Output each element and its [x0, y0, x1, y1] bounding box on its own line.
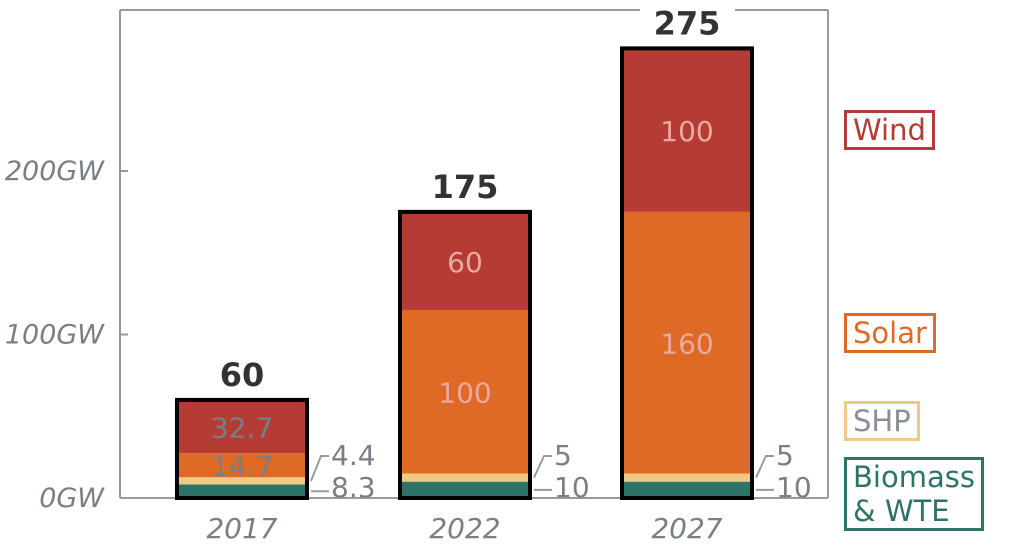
legend-label: Solar — [853, 316, 927, 350]
x-tick-label: 2027 — [651, 512, 722, 545]
legend-item-biomass-wte: Biomass & WTE — [844, 457, 984, 531]
bar-segment-wind — [622, 48, 752, 212]
biomass-value-label: 10 — [776, 471, 812, 504]
legend-item-shp: SHP — [844, 401, 920, 441]
segment-value-label: 100 — [438, 377, 491, 410]
shp-value-label: 5 — [776, 439, 794, 472]
segment-value-label: 160 — [660, 328, 713, 361]
label-connector — [533, 455, 552, 478]
shp-value-label: 4.4 — [331, 439, 376, 472]
segment-value-label: 60 — [447, 246, 483, 279]
bar-outline — [398, 209, 532, 500]
bar-segment-biomass-wte — [177, 484, 307, 498]
bar-segment-shp — [622, 473, 752, 482]
bar-segment-shp — [177, 477, 307, 485]
bar-total-label: 175 — [432, 168, 499, 206]
y-tick-label: 100GW — [5, 320, 105, 351]
bar-2017: 14.7 32.7 4.48.3 60 — [175, 356, 376, 504]
y-axis: 0GW 100GW 200GW — [5, 156, 128, 514]
legend-label: Wind — [853, 113, 926, 147]
shp-value-label: 5 — [554, 439, 572, 472]
bar-2027: 160 100 510 275 — [620, 4, 812, 504]
label-connector — [310, 455, 329, 482]
biomass-value-label: 10 — [554, 471, 590, 504]
bar-segment-biomass-wte — [400, 481, 530, 498]
legend-item-solar: Solar — [844, 313, 936, 353]
x-tick-label: 2017 — [206, 512, 277, 545]
segment-value-label: 14.7 — [211, 450, 273, 483]
bar-outline — [620, 46, 754, 500]
bar-segment-wind — [177, 399, 307, 454]
bar-total-label: 275 — [654, 4, 721, 42]
y-tick-label: 200GW — [5, 156, 105, 187]
bar-segment-shp — [400, 473, 530, 482]
x-tick-label: 2022 — [429, 512, 500, 545]
x-axis: 2017 2022 2027 — [206, 512, 722, 545]
label-connector — [755, 455, 774, 478]
bar-segment-solar — [400, 309, 530, 474]
bar-2022: 100 60 510 175 — [398, 168, 590, 504]
segment-value-label: 32.7 — [211, 411, 273, 444]
legend-item-wind: Wind — [844, 110, 935, 150]
legend-label: Biomass — [853, 460, 975, 494]
biomass-value-label: 8.3 — [331, 471, 376, 504]
bar-segment-biomass-wte — [622, 481, 752, 498]
legend-label: & WTE — [853, 494, 950, 528]
segment-value-label: 100 — [660, 115, 713, 148]
bar-segment-wind — [400, 211, 530, 310]
y-tick-label: 0GW — [39, 483, 105, 514]
bar-segment-solar — [177, 453, 307, 478]
legend-label: SHP — [853, 404, 911, 438]
bar-total-label: 60 — [220, 356, 265, 394]
bar-segment-solar — [622, 211, 752, 474]
bar-outline — [175, 397, 309, 500]
